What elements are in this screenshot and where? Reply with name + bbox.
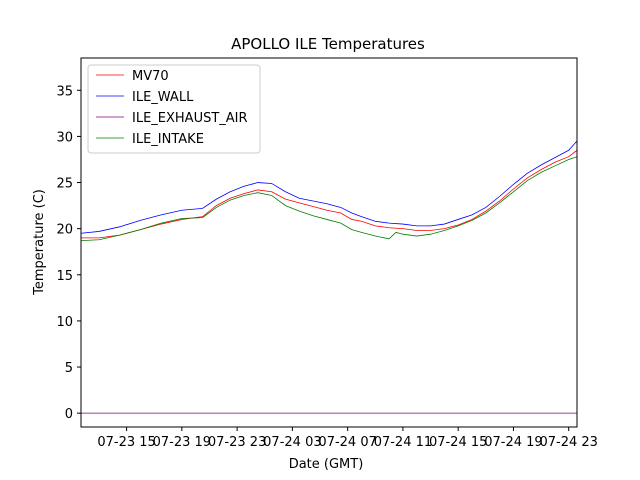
y-tick-label: 10 xyxy=(56,315,73,330)
legend-label-ile-exhaust-air: ILE_EXHAUST_AIR xyxy=(132,111,248,126)
legend-label-ile-intake: ILE_INTAKE xyxy=(132,132,204,147)
x-tick-label: 07-24 07 xyxy=(318,435,376,450)
x-tick-label: 07-24 03 xyxy=(263,435,321,450)
legend: MV70 ILE_WALL ILE_EXHAUST_AIR ILE_INTAKE xyxy=(87,64,261,154)
x-tick-label: 07-24 23 xyxy=(539,435,597,450)
legend-box xyxy=(87,64,261,154)
y-tick-label: 25 xyxy=(56,177,73,192)
x-tick-label: 07-23 19 xyxy=(153,435,211,450)
y-axis-label: Temperature (C) xyxy=(32,189,47,296)
y-tick-label: 15 xyxy=(56,269,73,284)
plot-frame xyxy=(80,57,578,428)
x-tick-label: 07-23 23 xyxy=(208,435,266,450)
chart-title: APOLLO ILE Temperatures xyxy=(231,35,425,53)
legend-label-mv70: MV70 xyxy=(132,69,169,84)
x-tick-label: 07-24 19 xyxy=(484,435,542,450)
x-tick-label: 07-24 11 xyxy=(374,435,432,450)
x-tick-label: 07-24 15 xyxy=(429,435,487,450)
legend-label-ile-wall: ILE_WALL xyxy=(132,90,194,105)
y-tick-label: 0 xyxy=(65,407,73,422)
x-axis-label: Date (GMT) xyxy=(289,457,364,472)
y-tick-label: 30 xyxy=(56,130,73,145)
series-layer xyxy=(80,140,578,414)
y-tick-label: 20 xyxy=(56,223,73,238)
y-tick-label: 35 xyxy=(56,84,73,99)
y-tick-label: 5 xyxy=(65,361,73,376)
series-line-ile-intake xyxy=(80,156,578,242)
series-line-ile-wall xyxy=(80,140,578,234)
x-tick-label: 07-23 15 xyxy=(97,435,155,450)
